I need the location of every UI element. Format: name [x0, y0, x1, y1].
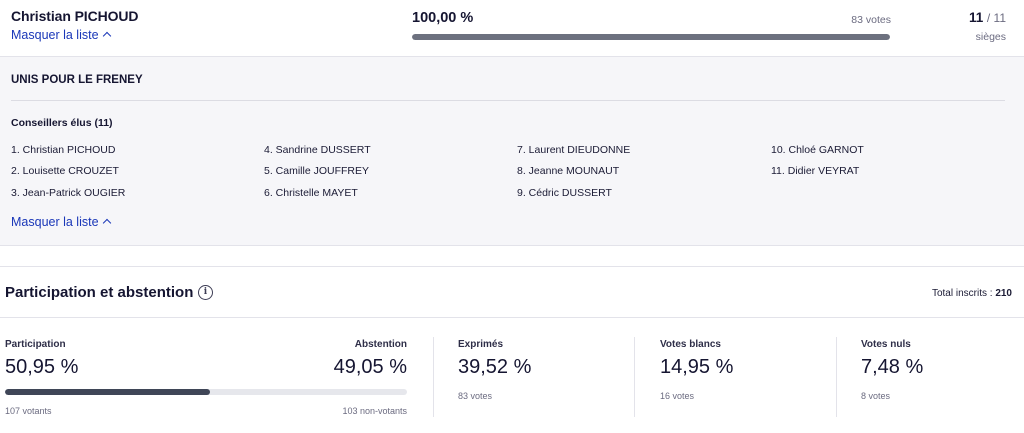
participation-label: Participation: [5, 339, 66, 350]
info-icon[interactable]: i: [198, 285, 213, 300]
divider: [11, 100, 1005, 101]
hide-list-label: Masquer la liste: [11, 215, 99, 229]
hide-list-link-bottom[interactable]: Masquer la liste: [11, 215, 111, 229]
member-9: 9. Cédric DUSSERT: [517, 187, 612, 199]
divider: [836, 337, 837, 417]
candidate-summary: Christian PICHOUD Masquer la liste 100,0…: [0, 0, 1024, 57]
hide-list-link-top[interactable]: Masquer la liste: [11, 28, 111, 42]
candidate-name: Christian PICHOUD: [11, 8, 139, 24]
member-5: 5. Camille JOUFFREY: [264, 165, 370, 177]
divider: [634, 337, 635, 417]
member-10: 10. Chloé GARNOT: [771, 144, 864, 156]
seats-count: 11 / 11: [969, 10, 1006, 25]
abstention-label: Abstention: [354, 339, 407, 350]
member-3: 3. Jean-Patrick OUGIER: [11, 187, 126, 199]
blank-votes-value: 14,95 %: [660, 356, 734, 378]
member-2: 2. Louisette CROUZET: [11, 165, 119, 177]
list-panel: UNIS POUR LE FRENEY Conseillers élus (11…: [0, 57, 1024, 246]
expressed-votes: 83 votes: [458, 391, 493, 401]
blank-votes-count: 16 votes: [660, 391, 695, 401]
participation-section: Participation et abstention i Total insc…: [0, 266, 1024, 433]
seats-total: / 11: [986, 11, 1006, 25]
chevron-up-icon: [102, 31, 111, 41]
participation-value: 50,95 %: [5, 356, 79, 378]
list-title: UNIS POUR LE FRENEY: [11, 74, 143, 86]
candidate-percent: 100,00 %: [412, 10, 474, 26]
participation-title: Participation et abstention: [5, 284, 194, 301]
hide-list-label: Masquer la liste: [11, 28, 99, 42]
blank-votes-label: Votes blancs: [660, 339, 721, 350]
null-votes-value: 7,48 %: [861, 356, 924, 378]
total-registered-value: 210: [995, 288, 1012, 299]
total-registered-label: Total inscrits :: [931, 288, 996, 299]
expressed-label: Exprimés: [458, 339, 504, 350]
voters-count: 107 votants: [5, 406, 52, 416]
participation-progress-bar: [5, 389, 407, 395]
member-11: 11. Didier VEYRAT: [771, 165, 860, 177]
chevron-up-icon: [102, 218, 111, 228]
seats-won: 11: [968, 10, 984, 25]
member-8: 8. Jeanne MOUNAUT: [517, 165, 620, 177]
expressed-value: 39,52 %: [458, 356, 532, 378]
elected-members-grid: 1. Christian PICHOUD 2. Louisette CROUZE…: [11, 144, 1021, 214]
member-6: 6. Christelle MAYET: [264, 187, 358, 199]
candidate-progress-bar: [412, 34, 890, 40]
candidate-progress-fill: [412, 34, 890, 40]
abstention-value: 49,05 %: [333, 356, 407, 378]
null-votes-label: Votes nuls: [861, 339, 911, 350]
total-registered: Total inscrits : 210: [932, 288, 1012, 299]
elected-heading: Conseillers élus (11): [11, 117, 113, 129]
divider: [433, 337, 434, 417]
null-votes-count: 8 votes: [861, 391, 891, 401]
non-voters-count: 103 non-votants: [342, 406, 407, 416]
participation-header: Participation et abstention i Total insc…: [0, 267, 1024, 318]
candidate-votes: 83 votes: [851, 14, 891, 26]
seats-label: sièges: [975, 31, 1006, 43]
participation-progress-fill: [5, 389, 210, 395]
member-7: 7. Laurent DIEUDONNE: [517, 144, 631, 156]
member-4: 4. Sandrine DUSSERT: [264, 144, 371, 156]
member-1: 1. Christian PICHOUD: [11, 144, 116, 156]
